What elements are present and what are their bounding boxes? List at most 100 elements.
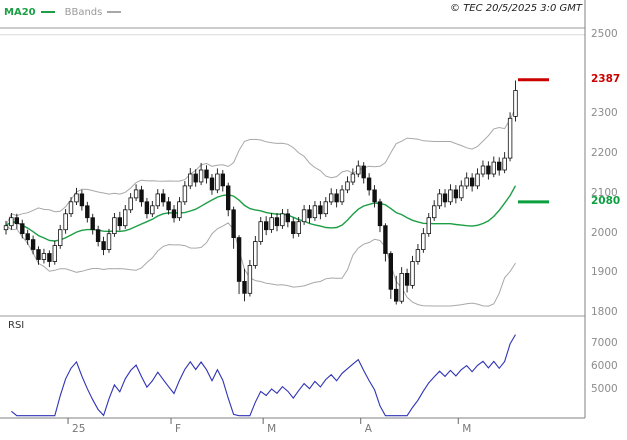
candle-body	[14, 217, 19, 225]
candle-body	[486, 165, 491, 175]
bband-lower-line	[5, 222, 516, 307]
candle-body	[182, 185, 188, 203]
price-axis-label: 2000	[591, 226, 618, 239]
candle-body	[68, 201, 74, 215]
candle-body	[101, 241, 106, 251]
candle-body	[236, 237, 242, 282]
candle-body	[318, 205, 323, 215]
price-axis-label: 2100	[591, 186, 618, 199]
candle-body	[356, 165, 361, 175]
candle-body	[339, 189, 345, 203]
candle-body	[328, 193, 334, 203]
candle-body	[79, 193, 85, 207]
candle-body	[285, 213, 290, 223]
candle-body	[63, 213, 68, 231]
candle-body	[464, 177, 469, 187]
candle-body	[312, 205, 318, 219]
candle-body	[437, 193, 442, 207]
rsi-axis-label: 5000	[591, 383, 618, 396]
resistance-level-label: 2387	[591, 72, 621, 85]
candle-body	[123, 209, 128, 227]
candle-body	[225, 185, 231, 211]
candle-body	[383, 225, 388, 254]
price-axis-label: 2500	[591, 27, 618, 40]
candle-body	[188, 173, 193, 187]
candle-body	[177, 201, 182, 219]
candle-body	[25, 233, 30, 241]
candle-body	[106, 233, 112, 250]
candle-body	[280, 213, 285, 227]
candle-body	[507, 117, 513, 159]
candle-body	[361, 165, 366, 179]
candle-body	[291, 221, 296, 234]
bbands-line-swatch	[107, 11, 122, 13]
candle-body	[74, 193, 79, 203]
candle-body	[247, 265, 253, 294]
candle-body	[215, 173, 220, 191]
candle-body	[242, 280, 247, 294]
candle-body	[198, 169, 204, 183]
candle-body	[296, 221, 301, 234]
candle-body	[41, 253, 47, 260]
candle-body	[307, 209, 312, 219]
candle-body	[372, 189, 377, 203]
candle-body	[410, 261, 415, 286]
candle-body	[431, 205, 437, 219]
candle-body	[442, 193, 448, 203]
candle-body	[415, 249, 421, 262]
candle-body	[274, 217, 280, 227]
price-axis-label: 2300	[591, 107, 618, 120]
candle-body	[85, 205, 90, 219]
x-axis-label: M	[462, 423, 472, 435]
candle-body	[345, 181, 350, 191]
rsi-line	[11, 334, 516, 417]
candle-body	[36, 249, 41, 260]
candle-body	[193, 173, 198, 183]
candle-body	[453, 189, 459, 199]
rsi-pane-label: RSI	[8, 320, 25, 331]
candle-body	[366, 177, 372, 191]
candle-body	[301, 209, 307, 223]
candle-body	[496, 161, 502, 171]
bband-upper-line	[5, 108, 516, 226]
price-axis-label: 1800	[591, 306, 618, 319]
candle-body	[399, 272, 404, 302]
x-axis-label: A	[364, 423, 372, 435]
candle-body	[502, 157, 507, 171]
candle-body	[128, 197, 133, 211]
legend: MA20 BBands	[4, 3, 122, 21]
candle-body	[421, 233, 426, 250]
x-axis-label: F	[175, 423, 182, 435]
candle-body	[513, 90, 518, 117]
candle-body	[58, 229, 63, 246]
candle-body	[204, 169, 209, 179]
price-axis-label: 1900	[591, 266, 618, 279]
candle-body	[426, 217, 431, 234]
candle-body	[144, 201, 150, 215]
candle-body	[231, 209, 236, 239]
candle-body	[269, 217, 274, 230]
candle-body	[95, 229, 101, 242]
candle-body	[393, 288, 399, 302]
candle-body	[155, 193, 160, 207]
candle-body	[220, 173, 225, 187]
candle-body	[253, 241, 258, 266]
candle-body	[139, 189, 144, 203]
candle-body	[448, 189, 453, 203]
bbands-legend-label: BBands	[64, 6, 103, 18]
price-axis-label: 2200	[591, 147, 618, 160]
candle-body	[20, 223, 25, 234]
candle-body	[350, 173, 356, 183]
candle-body	[480, 165, 486, 175]
candle-body	[469, 177, 475, 187]
support-level-label: 2080	[591, 194, 621, 207]
candle-body	[30, 239, 36, 250]
rsi-axis-label: 6000	[591, 360, 618, 372]
candle-body	[150, 205, 155, 215]
candle-body	[112, 217, 117, 234]
candle-body	[491, 161, 496, 175]
candle-body	[388, 253, 393, 290]
ma20-legend-label: MA20	[4, 6, 36, 18]
